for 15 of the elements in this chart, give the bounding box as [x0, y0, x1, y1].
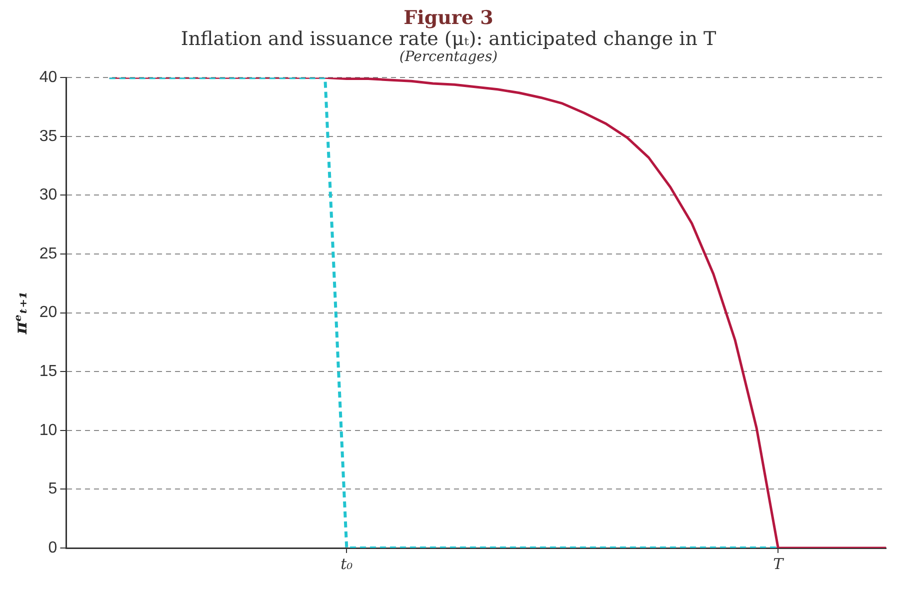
y-tick-label: 30 [39, 186, 58, 204]
text: (Percentages) [398, 48, 498, 66]
x-tick-label: t₀ [340, 555, 353, 574]
y-tick-label: 20 [39, 304, 58, 322]
chart-title: Figure 3 [402, 7, 494, 29]
y-tick-label: 5 [48, 480, 58, 498]
y-tick-label: 15 [39, 363, 58, 380]
y-tick-label: 0 [48, 540, 58, 557]
y-tick-label: 25 [39, 246, 58, 263]
y-tick-label: 35 [39, 128, 58, 145]
y-tick-label: 10 [39, 422, 58, 439]
y-tick-label: 40 [39, 69, 58, 86]
x-tick-label: T [773, 555, 784, 574]
chart-subtitle: Inflation and issuance rate (μₜ): anticipated change in T [180, 28, 718, 50]
y-axis-title: πᵉₜ₊₁ [12, 292, 32, 336]
